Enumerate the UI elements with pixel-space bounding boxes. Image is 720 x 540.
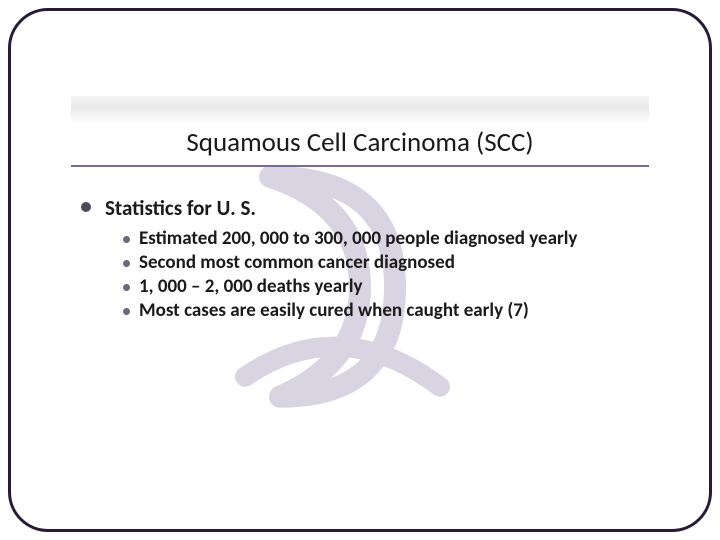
content-area: Statistics for U. S. Estimated 200, 000 … <box>11 167 709 322</box>
sub-bullet-text: Estimated 200, 000 to 300, 000 people di… <box>139 227 577 250</box>
slide-frame: Squamous Cell Carcinoma (SCC) Statistics… <box>8 8 712 532</box>
slide-title: Squamous Cell Carcinoma (SCC) <box>71 124 649 165</box>
bullet-icon <box>81 202 91 212</box>
sub-bullet-item: Most cases are easily cured when caught … <box>123 299 639 322</box>
title-gradient <box>71 96 649 124</box>
sub-bullet-text: Most cases are easily cured when caught … <box>139 299 529 322</box>
sub-bullet-item: Estimated 200, 000 to 300, 000 people di… <box>123 227 639 250</box>
bullet-icon <box>123 260 130 267</box>
main-bullet: Statistics for U. S. <box>81 195 639 221</box>
main-bullet-text: Statistics for U. S. <box>105 195 256 221</box>
sub-bullet-item: 1, 000 – 2, 000 deaths yearly <box>123 275 639 298</box>
sub-bullet-item: Second most common cancer diagnosed <box>123 251 639 274</box>
sub-bullet-text: 1, 000 – 2, 000 deaths yearly <box>139 275 363 298</box>
bullet-icon <box>123 308 130 315</box>
bullet-icon <box>123 236 130 243</box>
sub-bullet-text: Second most common cancer diagnosed <box>139 251 455 274</box>
title-area: Squamous Cell Carcinoma (SCC) <box>11 96 709 167</box>
sub-bullet-list: Estimated 200, 000 to 300, 000 people di… <box>81 227 639 322</box>
bullet-icon <box>123 284 130 291</box>
